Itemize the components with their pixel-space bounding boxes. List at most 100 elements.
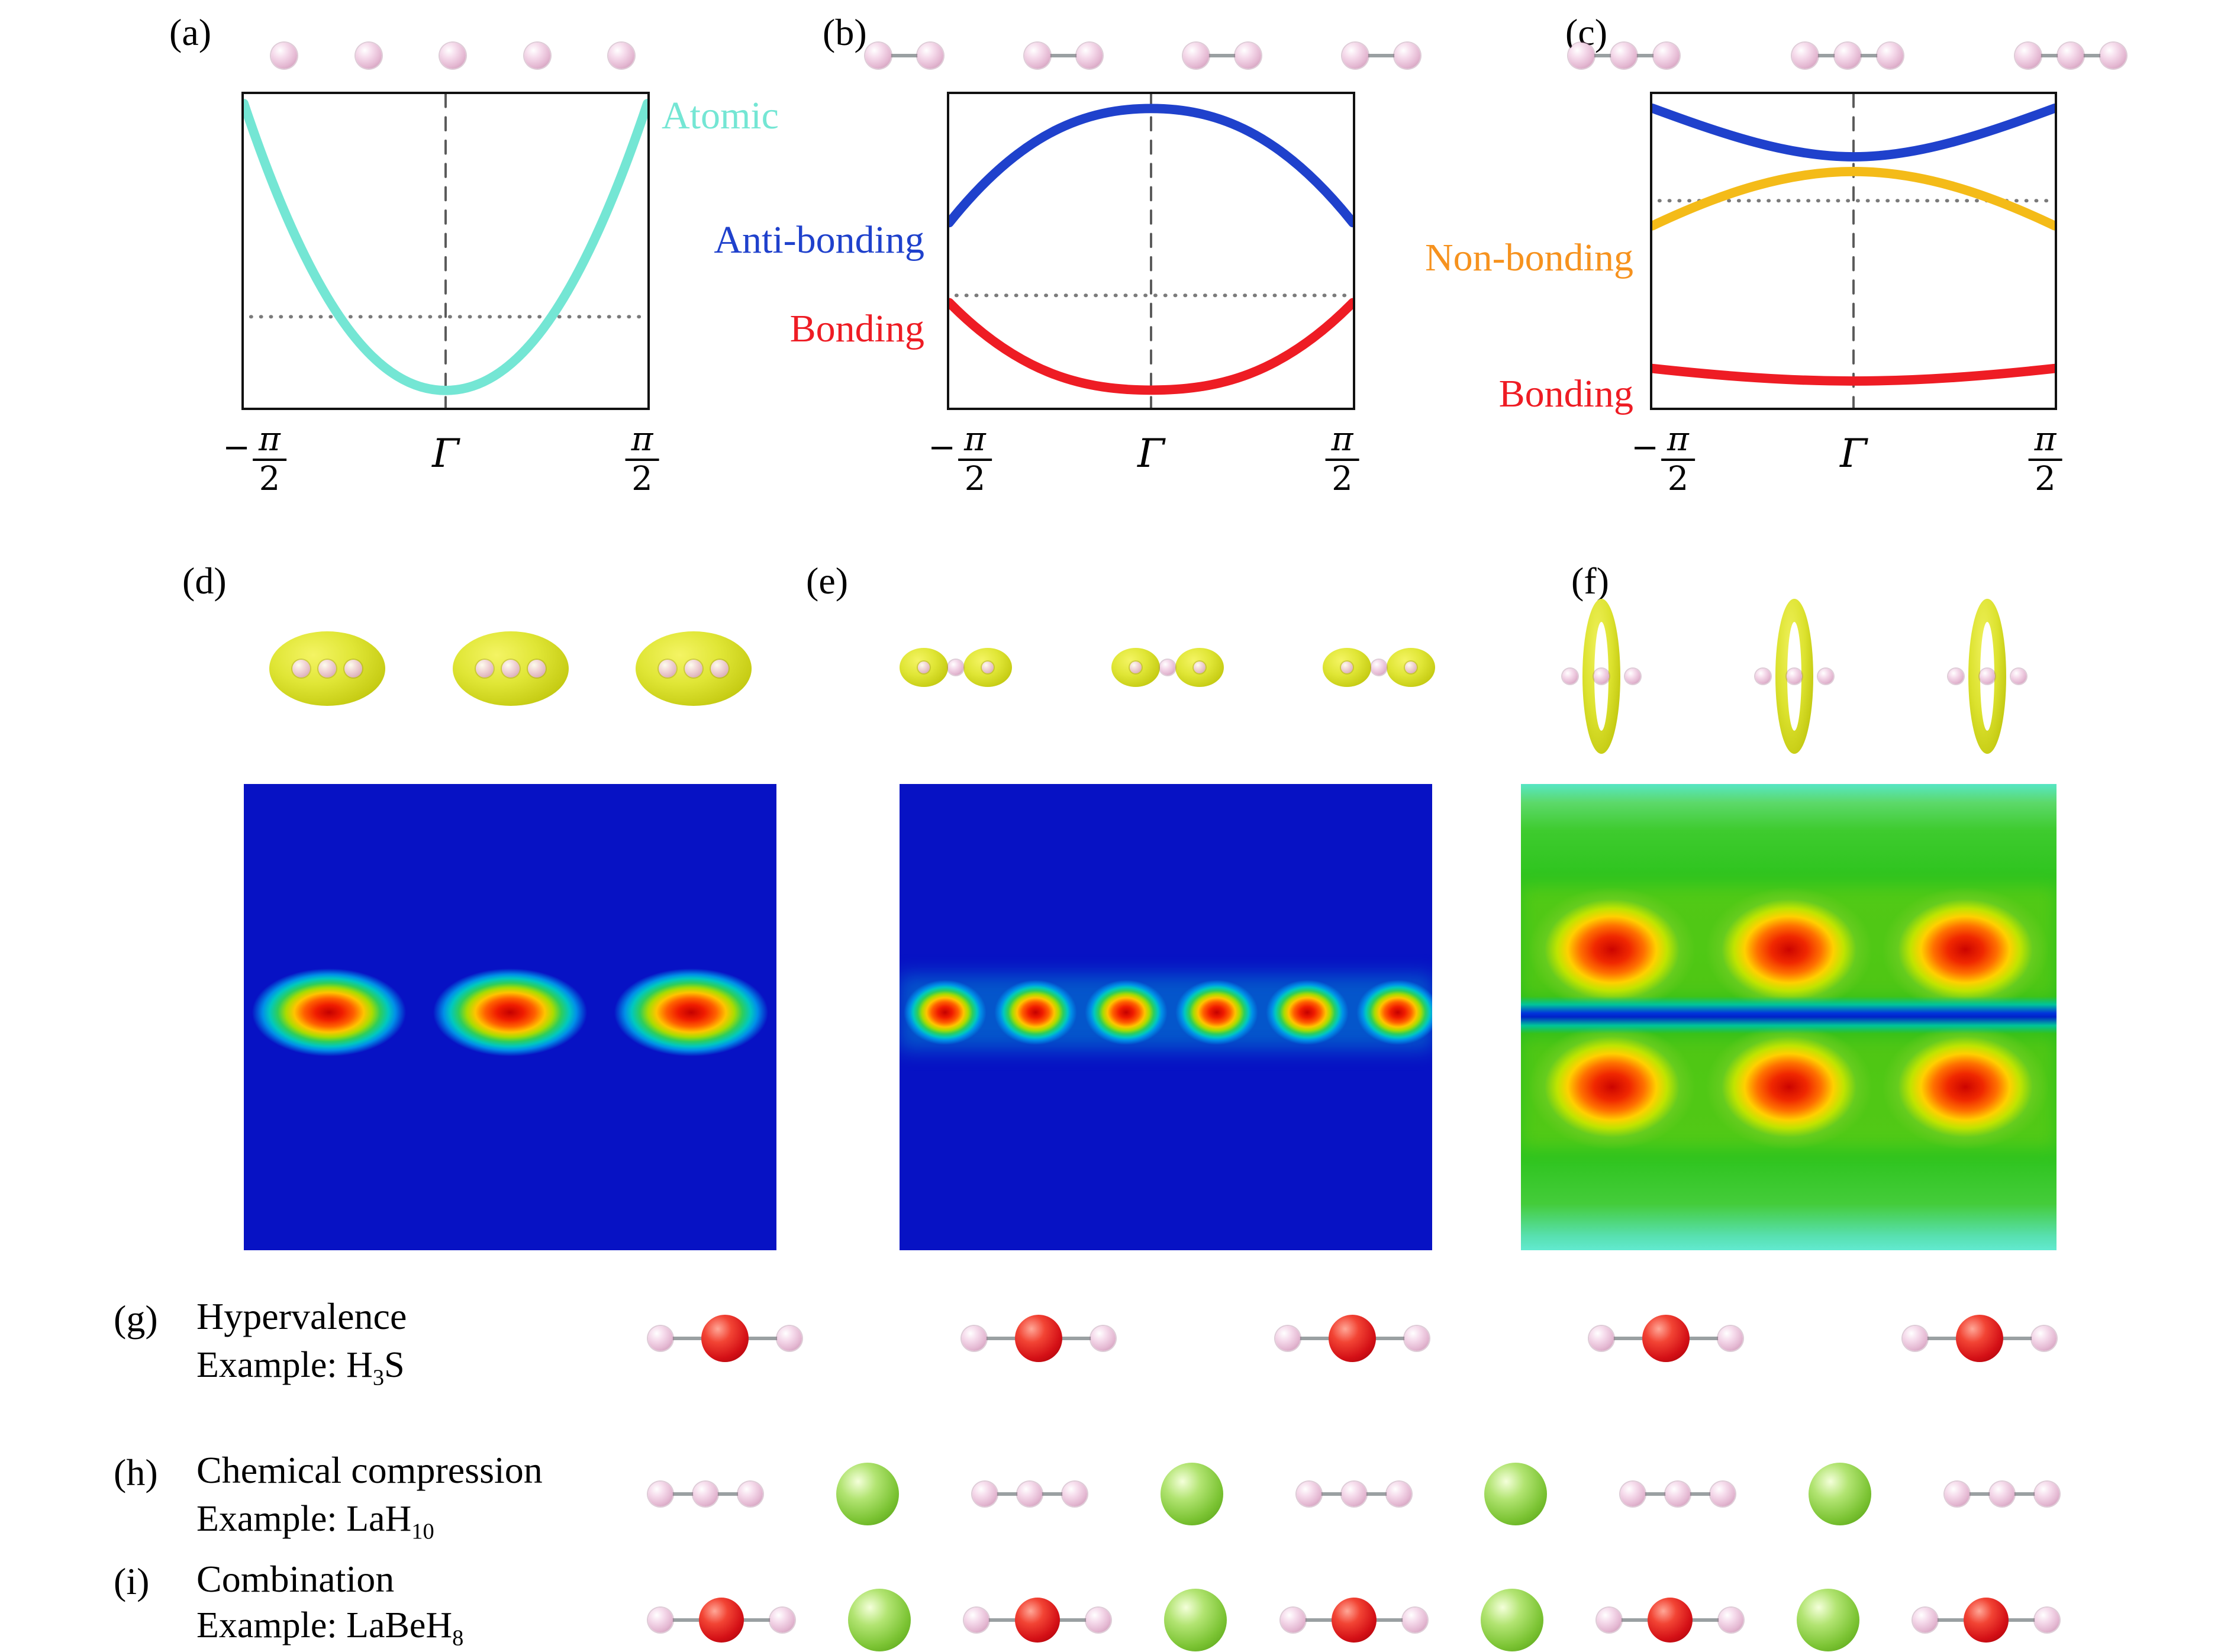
- beryllium-atom: [1015, 1598, 1061, 1643]
- two-denominator: 2: [1332, 459, 1353, 498]
- hydrogen-atom: [693, 1482, 718, 1506]
- h3-molecule: [2015, 43, 2126, 69]
- lanthanum-atom: [1484, 1463, 1548, 1525]
- hydrogen-atom: [659, 659, 676, 677]
- charge-density-hotspot: [1172, 977, 1261, 1048]
- h3s-molecule: [1589, 1315, 1743, 1362]
- pi-numerator: π: [1325, 421, 1359, 461]
- atomic-band: [244, 99, 647, 395]
- hydrogen-atom: [1665, 1482, 1691, 1506]
- bond: [1038, 1492, 1066, 1496]
- lanthanum-atom: [1809, 1463, 1872, 1525]
- example-prefix: Example: H: [196, 1345, 373, 1385]
- band-plot-c: [1650, 92, 2057, 410]
- non-bonding-label: Non-bonding: [1425, 236, 1633, 279]
- h2-molecule: [1183, 43, 1262, 69]
- non-bonding-band: [1652, 167, 2055, 231]
- bond: [1610, 1337, 1646, 1340]
- h2-molecule: [1342, 43, 1420, 69]
- bond: [1317, 1492, 1345, 1496]
- hydrogen-atom: [1024, 43, 1050, 69]
- lanthanum-atom: [1160, 1463, 1223, 1525]
- hydrogen-atom: [1386, 1482, 1411, 1506]
- h-be-h-molecule: [1280, 1598, 1427, 1643]
- hydrogen-atom: [948, 659, 963, 675]
- hydrogen-atom: [1903, 1326, 1927, 1351]
- hydrogen-atom: [1948, 669, 1964, 684]
- charge-density-hotspot: [1877, 1020, 2055, 1154]
- h3-chain: [648, 1482, 763, 1506]
- charge-density-hotspot: [608, 965, 774, 1060]
- hydrogen-atom: [982, 661, 994, 673]
- minus-sign: −: [223, 428, 251, 467]
- bond: [1617, 1618, 1651, 1622]
- h3s-molecule-row: [648, 1309, 2057, 1368]
- hydrogen-atom: [1280, 1608, 1306, 1632]
- hydrogen-atom: [1913, 1608, 1938, 1632]
- charge-density-hotspot: [1700, 1020, 1878, 1154]
- bond: [983, 1337, 1018, 1340]
- hydrogen-atom: [1611, 43, 1637, 69]
- hydrogen-atom: [527, 659, 546, 677]
- hydrogen-atom: [1404, 1326, 1429, 1351]
- bonding-band: [1652, 363, 2055, 386]
- axis-tick-gamma-a: Γ: [432, 431, 459, 476]
- hydrogen-atom: [1594, 669, 1609, 684]
- mechanism-example-h: Example: LaH10: [196, 1498, 434, 1543]
- hydrogen-atom: [1341, 1482, 1366, 1506]
- hydrogen-atom: [292, 659, 310, 677]
- panel-label-e: (e): [806, 560, 849, 602]
- ring-isosurface-group: [1562, 599, 1640, 754]
- charge-isosurface-blob: [1111, 647, 1160, 687]
- bond: [985, 1618, 1019, 1622]
- hydrogen-atom: [475, 659, 494, 677]
- charge-density-hotspot: [1877, 883, 2055, 1017]
- charge-isosurface-blob: [269, 631, 385, 706]
- bonding-label-b: Bonding: [789, 307, 924, 350]
- charge-density-hotspot: [900, 977, 989, 1048]
- isosurface-row-d: [269, 628, 752, 708]
- beryllium-atom: [699, 1598, 744, 1643]
- hydrogen-atom: [1755, 669, 1771, 684]
- h-be-h-molecule: [964, 1598, 1111, 1643]
- charge-depletion-stripe: [1521, 996, 2057, 1034]
- band-plot-b-svg: [949, 94, 1353, 408]
- hydrogen-atom: [608, 43, 634, 69]
- mechanism-title-i: Combination: [196, 1558, 395, 1600]
- hydrogen-atom: [648, 1326, 673, 1351]
- hydrogen-atom: [1596, 1608, 1622, 1632]
- panel-label-h: (h): [114, 1451, 158, 1493]
- charge-density-map-e: [900, 784, 1432, 1250]
- beryllium-atom: [1331, 1598, 1377, 1643]
- isosurface-row-e: [900, 642, 1435, 692]
- h2-molecule: [1024, 43, 1103, 69]
- h3-chain: [1945, 1482, 2059, 1506]
- hydrogen-atom: [648, 1608, 673, 1632]
- hydrogen-atom: [1275, 1326, 1300, 1351]
- bond: [1301, 1618, 1335, 1622]
- minus-sign: −: [928, 428, 956, 467]
- isosurface-row-f: [1562, 596, 2026, 756]
- two-denominator: 2: [631, 459, 653, 498]
- bond: [1686, 1337, 1722, 1340]
- hydrogen-atom: [1653, 43, 1680, 69]
- h3-chain: [1296, 1482, 1411, 1506]
- hydrogen-atom: [1091, 1326, 1116, 1351]
- hydrogen-atom: [1718, 1326, 1743, 1351]
- anti-bonding-band: [1652, 103, 2055, 162]
- isosurface-group: [1111, 647, 1224, 687]
- two-denominator: 2: [1667, 459, 1689, 498]
- hydrogen-atom: [1183, 43, 1210, 69]
- sulfur-atom: [1329, 1315, 1376, 1362]
- band-plot-a: [241, 92, 650, 410]
- hydrogen-atom: [1017, 1482, 1042, 1506]
- charge-density-map-d: [244, 784, 776, 1250]
- charge-isosurface-blob: [900, 647, 948, 687]
- h3-molecule: [1791, 43, 1903, 69]
